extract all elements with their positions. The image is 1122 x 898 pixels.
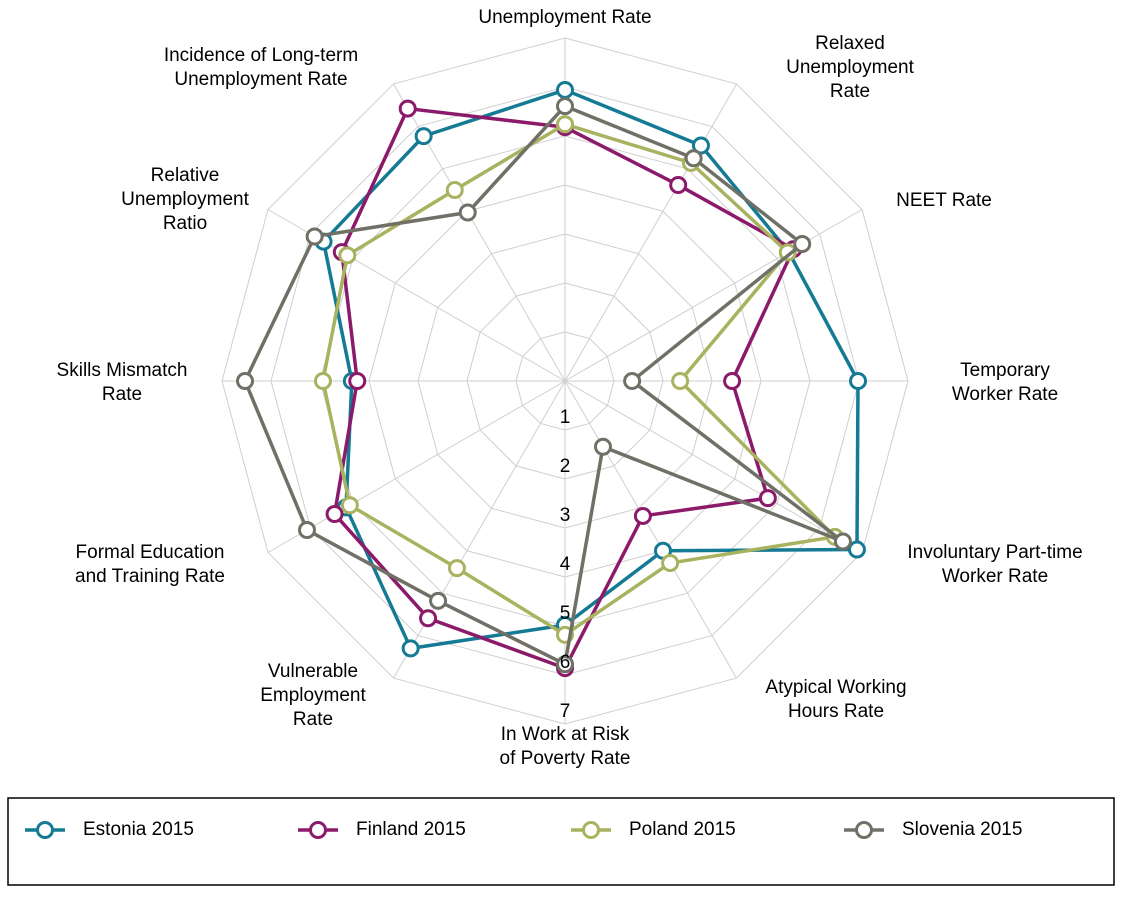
- spoke: [393, 380, 566, 679]
- data-point: [778, 243, 797, 262]
- data-point: [684, 149, 703, 168]
- legend-label: Estonia 2015: [83, 819, 194, 840]
- data-point: [338, 246, 357, 265]
- data-point: [414, 127, 433, 146]
- r-tick-label: 7: [560, 701, 571, 722]
- data-point: [419, 609, 438, 628]
- grid-line: [368, 184, 762, 578]
- data-point: [297, 520, 316, 539]
- data-point: [633, 506, 652, 525]
- legend-label: Poland 2015: [629, 819, 736, 840]
- legend-label: Slovenia 2015: [902, 819, 1022, 840]
- axis-label: Incidence of Long-term Unemployment Rate: [164, 45, 358, 90]
- series-line: [321, 88, 860, 651]
- data-point: [236, 372, 255, 390]
- data-point: [593, 437, 612, 456]
- spoke: [564, 380, 863, 553]
- data-point: [623, 372, 642, 390]
- data-point: [691, 136, 710, 155]
- grid-line: [515, 331, 615, 431]
- axis-label: Involuntary Part-time Worker Rate: [907, 542, 1082, 587]
- plot-area: [236, 80, 868, 678]
- r-tick-label: 1: [560, 407, 571, 428]
- data-point: [793, 235, 812, 254]
- legend-marker: [582, 821, 600, 839]
- legend: Estonia 2015 Finland 2015 Poland 2015 Slove…: [25, 819, 1022, 840]
- data-point: [401, 639, 420, 658]
- data-point: [305, 227, 324, 246]
- r-tick-label: 5: [560, 603, 571, 624]
- axis-label: Skills Mismatch Rate: [57, 360, 188, 405]
- data-point: [849, 372, 868, 390]
- data-point: [723, 372, 742, 390]
- data-point: [447, 559, 466, 578]
- data-point: [445, 181, 464, 200]
- axis-label: Temporary Worker Rate: [952, 360, 1058, 405]
- data-point: [669, 175, 688, 194]
- data-point: [556, 115, 574, 134]
- r-tick-label: 3: [560, 505, 571, 526]
- data-point: [458, 203, 477, 222]
- axis-label: Atypical Working Hours Rate: [765, 677, 906, 722]
- r-tick-label: 2: [560, 456, 571, 477]
- axis-label: In Work at Risk of Poverty Rate: [500, 724, 631, 769]
- data-point: [758, 489, 777, 508]
- axis-label: Vulnerable Employment Rate: [260, 661, 366, 730]
- data-point: [671, 372, 690, 390]
- legend-label: Finland 2015: [356, 819, 466, 840]
- grid-line: [417, 233, 713, 529]
- data-point: [325, 505, 344, 524]
- axis-label: Relative Unemployment Ratio: [121, 165, 249, 234]
- grid-line: [221, 37, 909, 725]
- axis-label: NEET Rate: [896, 190, 992, 211]
- spoke: [267, 380, 566, 553]
- data-point: [847, 540, 866, 559]
- legend-marker: [855, 821, 873, 839]
- data-point: [348, 372, 367, 390]
- data-point: [429, 591, 448, 610]
- data-point: [313, 372, 332, 390]
- data-point: [556, 655, 574, 674]
- data-point: [833, 532, 852, 551]
- axis-label: Formal Education and Training Rate: [75, 542, 225, 587]
- data-point: [340, 496, 359, 515]
- r-tick-label: 6: [560, 652, 571, 673]
- data-point: [398, 99, 417, 118]
- axis-label: Unemployment Rate: [478, 7, 651, 28]
- legend-marker: [309, 821, 327, 839]
- axis-label: Relaxed Unemployment Rate: [786, 33, 914, 102]
- spoke: [564, 83, 737, 382]
- grid-line: [466, 282, 664, 480]
- series-line: [321, 122, 837, 637]
- series-line: [243, 104, 845, 666]
- legend-marker: [36, 821, 54, 839]
- data-point: [556, 97, 574, 116]
- r-tick-label: 4: [560, 554, 571, 575]
- spoke: [564, 209, 863, 382]
- spoke: [564, 380, 737, 679]
- data-point: [661, 554, 680, 573]
- data-point: [556, 80, 574, 99]
- legend-box: [7, 797, 1115, 886]
